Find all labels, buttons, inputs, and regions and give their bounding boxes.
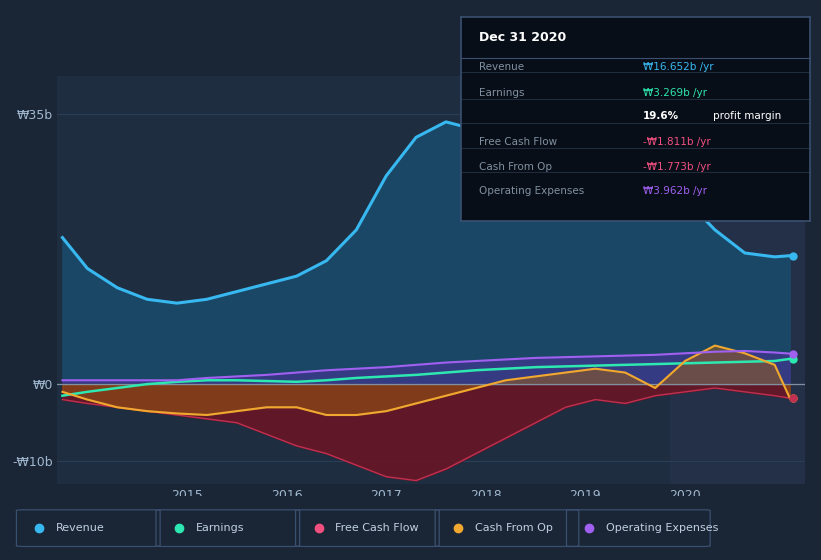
Text: 19.6%: 19.6%	[643, 111, 679, 121]
Text: Cash From Op: Cash From Op	[475, 523, 553, 533]
Bar	[670, 76, 805, 484]
Text: Free Cash Flow: Free Cash Flow	[335, 523, 419, 533]
Text: -₩1.811b /yr: -₩1.811b /yr	[643, 137, 711, 147]
Text: ₩3.269b /yr: ₩3.269b /yr	[643, 88, 707, 99]
Text: Free Cash Flow: Free Cash Flow	[479, 137, 557, 147]
Text: Earnings: Earnings	[479, 88, 525, 99]
Text: Revenue: Revenue	[479, 62, 524, 72]
Text: ₩16.652b /yr: ₩16.652b /yr	[643, 62, 713, 72]
Text: ₩3.962b /yr: ₩3.962b /yr	[643, 186, 707, 197]
Text: Cash From Op: Cash From Op	[479, 162, 552, 172]
Text: profit margin: profit margin	[713, 111, 781, 121]
Text: Operating Expenses: Operating Expenses	[606, 523, 718, 533]
Text: Revenue: Revenue	[56, 523, 104, 533]
Text: Earnings: Earnings	[195, 523, 244, 533]
Text: Dec 31 2020: Dec 31 2020	[479, 31, 566, 44]
Text: -₩1.773b /yr: -₩1.773b /yr	[643, 162, 711, 172]
Text: Operating Expenses: Operating Expenses	[479, 186, 584, 197]
